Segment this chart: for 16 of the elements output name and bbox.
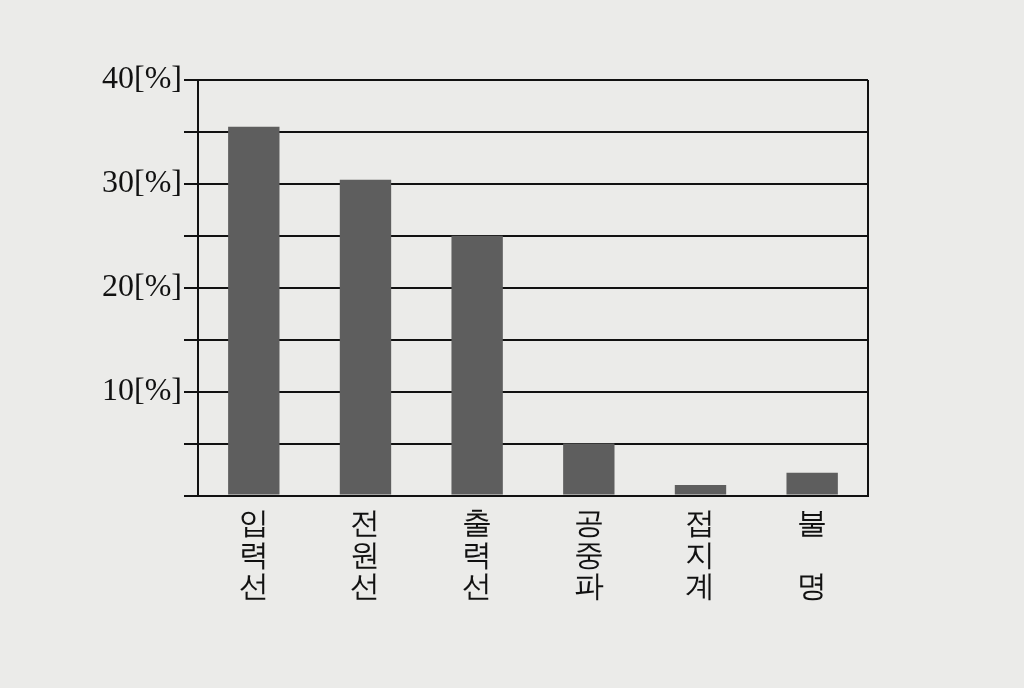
bar	[786, 472, 838, 495]
x-tick-label: 출력선	[462, 505, 493, 604]
y-tick-label: 10[%]	[102, 371, 182, 408]
y-tick-label: 40[%]	[102, 59, 182, 96]
x-tick-label: 불 명	[797, 505, 828, 604]
bar	[563, 443, 615, 495]
x-tick-label: 입력선	[238, 505, 269, 604]
x-tick-label: 접지계	[685, 505, 716, 604]
x-tick-label: 공중파	[573, 505, 604, 604]
bar	[228, 126, 280, 495]
bar	[674, 485, 727, 495]
bar	[339, 179, 392, 495]
bar	[451, 235, 503, 495]
y-tick-label: 30[%]	[102, 163, 182, 200]
y-tick-label: 20[%]	[102, 267, 182, 304]
x-tick-label: 전원선	[350, 505, 381, 604]
